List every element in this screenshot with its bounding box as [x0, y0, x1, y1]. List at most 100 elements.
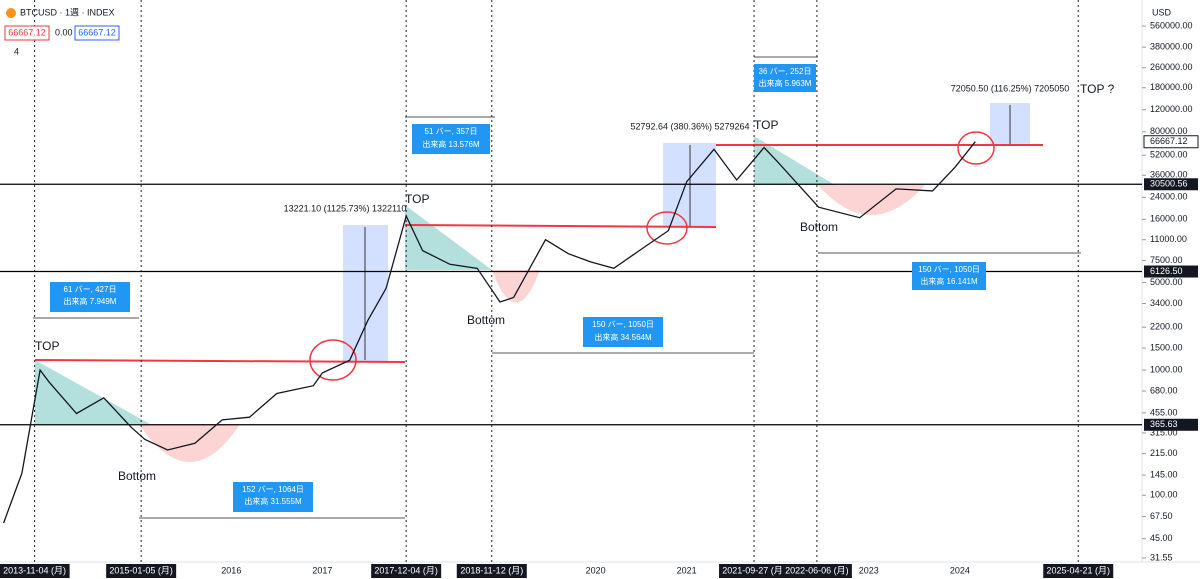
symbol: BTCUSD · 1週 · INDEX	[20, 7, 115, 17]
label: TOP ?	[1080, 82, 1115, 96]
range-arrows	[33, 56, 1081, 519]
info-text: 36 バー, 252日	[759, 67, 812, 76]
y-tick-label: 5000.00	[1150, 277, 1183, 287]
x-tick-label: 2021-09-27 (月)	[722, 565, 786, 575]
x-tick-label: 2017	[312, 565, 332, 575]
info-text: 出来高 16.141M	[920, 276, 978, 286]
y-tick-label: 31.55	[1150, 552, 1173, 562]
y-tick-label: 16000.00	[1150, 214, 1188, 224]
label: Bottom	[118, 469, 156, 483]
level-tag: 365.63	[1150, 419, 1178, 429]
last-price-bg	[1143, 135, 1199, 149]
info-text: 出来高 7.949M	[64, 296, 117, 306]
info-text: 150 バー, 1050日	[918, 265, 980, 274]
label: Bottom	[800, 220, 838, 234]
level-tag-bg	[1144, 418, 1198, 431]
info-text: 出来高 13.576M	[422, 139, 480, 149]
level-tag-bg	[1144, 178, 1198, 191]
sell: 66667.12	[8, 27, 46, 37]
y-tick-label: 80000.00	[1150, 126, 1188, 136]
x-tick-bg	[371, 564, 442, 578]
info-box	[233, 482, 313, 512]
y-tick-label: 2200.00	[1150, 322, 1183, 332]
x-tick-label: 2020	[586, 565, 606, 575]
label: Bottom	[467, 313, 505, 327]
y-tick-label: 380000.00	[1150, 42, 1193, 52]
y-tick-label: 315.00	[1150, 427, 1178, 437]
buy: 66667.12	[78, 27, 116, 37]
circle	[646, 211, 688, 245]
info-text: 150 バー, 1050日	[592, 320, 654, 329]
arc	[818, 185, 925, 215]
last-price: 66667.12	[1150, 136, 1188, 146]
label: TOP	[754, 118, 778, 132]
x-tick-label: 2025-04-21 (月)	[1046, 565, 1110, 575]
info-text: 出来高 31.555M	[244, 496, 302, 506]
y-tick-label: 180000.00	[1150, 82, 1193, 92]
y-tick-label: 1000.00	[1150, 364, 1183, 374]
labels: TOP Bottom TOP Bottom TOP Bottom TOP ? 1…	[35, 82, 1115, 483]
y-tick-label: 560000.00	[1150, 20, 1193, 30]
circle	[957, 131, 995, 165]
x-tick-bg	[781, 564, 852, 578]
currency: USD	[1152, 7, 1172, 17]
y-tick-label: 45.00	[1150, 533, 1173, 543]
level-tag: 30500.56	[1150, 179, 1188, 189]
header: BTCUSD · 1週 · INDEX 66667.12 0.00 66667.…	[4, 7, 1172, 56]
resistance	[404, 224, 717, 228]
y-tick-label: 36000.00	[1150, 170, 1188, 180]
x-tick-label: 2024	[950, 565, 970, 575]
info-box	[912, 262, 986, 290]
y-tick-label: 52000.00	[1150, 150, 1188, 160]
y-tick-label: 3400.00	[1150, 298, 1183, 308]
y-tick-label: 120000.00	[1150, 104, 1193, 114]
triangle	[35, 360, 150, 424]
x-tick-bg	[0, 564, 70, 578]
info-box	[412, 124, 490, 154]
x-tick-bg	[106, 564, 177, 578]
measure-label: 13221.10 (1125.73%) 1322110	[284, 203, 407, 213]
x-tick-bg	[1043, 564, 1114, 578]
price-line	[2, 141, 976, 524]
y-tick-label: 1500.00	[1150, 342, 1183, 352]
info-box	[50, 282, 130, 312]
x-tick-bg	[719, 564, 790, 578]
measure-label: 72050.50 (116.25%) 7205050	[951, 83, 1069, 93]
info-text: 出来高 5.963M	[759, 78, 812, 88]
x-tick-label: 2021	[677, 565, 697, 575]
x-tick-label: 2013-11-04 (月)	[3, 565, 66, 575]
x-tick-label: 2023	[859, 565, 879, 575]
x-tick-label: 2022-06-06 (月)	[785, 565, 849, 575]
measure-label: 52792.64 (380.36%) 5279264	[630, 121, 749, 131]
y-tick-label: 7500.00	[1150, 255, 1183, 265]
x-tick-label: 2018-11-12 (月)	[460, 565, 523, 575]
y-tick-label: 100.00	[1150, 490, 1178, 500]
y-tick-label: 145.00	[1150, 469, 1178, 479]
sell-box[interactable]	[4, 25, 50, 41]
info-text: 61 バー, 427日	[64, 285, 117, 294]
triangle	[405, 205, 492, 270]
info-text: 152 バー, 1064日	[242, 485, 304, 494]
level-tag-bg	[1144, 265, 1198, 278]
y-tick-label: 11000.00	[1150, 234, 1187, 244]
coin-icon	[6, 8, 16, 18]
count: 4	[14, 46, 19, 56]
spread: 0.00	[55, 27, 73, 37]
level-tag: 6126.50	[1150, 266, 1183, 276]
buy-box[interactable]	[74, 25, 120, 41]
y-tick-label: 67.50	[1150, 511, 1173, 521]
arc	[139, 424, 240, 462]
y-tick-label: 215.00	[1150, 448, 1178, 458]
x-tick-label: 2015-01-05 (月)	[109, 565, 173, 575]
label: TOP	[35, 339, 59, 353]
y-tick-label: 260000.00	[1150, 62, 1193, 72]
triangle	[754, 136, 835, 185]
info-box	[754, 64, 816, 92]
info-text: 出来高 34.564M	[594, 332, 652, 342]
circle	[309, 339, 357, 381]
x-tick-label: 2017-12-04 (月)	[374, 565, 438, 575]
